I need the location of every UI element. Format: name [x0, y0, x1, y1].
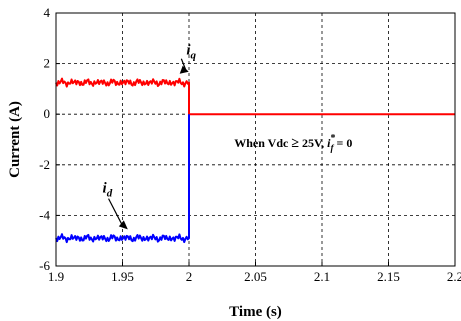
condition-sub: f [331, 143, 335, 153]
id-arrow-line [108, 198, 123, 225]
x-axis-label: Time (s) [229, 304, 282, 320]
series-line-id [55, 114, 190, 244]
x-tick-label: 1.95 [111, 269, 134, 284]
x-tick-label: 2.1 [314, 269, 330, 284]
x-tick-label: 2.05 [244, 269, 267, 284]
y-tick-label: -2 [39, 157, 50, 172]
condition-ge: ≥ [291, 136, 299, 151]
y-tick-label: 4 [44, 5, 51, 20]
id-label-base: i [103, 181, 108, 197]
condition-prefix: When Vdc [234, 136, 291, 150]
x-tick-label: 2.15 [377, 269, 400, 284]
id-annotation: id [103, 181, 128, 230]
y-tick-label: 2 [44, 56, 51, 71]
iq-arrow-line [180, 58, 187, 70]
condition-mid: 25V, [299, 136, 327, 150]
id-label: id [103, 181, 113, 200]
tick-labels: 1.9 1.95 2 2.05 2.1 2.15 2.2 -6 -4 -2 0 2 4 [39, 5, 461, 284]
series-lines [55, 77, 455, 244]
series-line-iq [55, 77, 455, 116]
iq-arrow-head [179, 65, 189, 74]
y-tick-label: -6 [39, 258, 50, 273]
x-tick-label: 1.9 [48, 269, 64, 284]
iq-label-base: i [186, 43, 191, 59]
condition-var: i [327, 136, 331, 150]
x-tick-label: 2.2 [447, 269, 461, 284]
y-tick-label: -4 [39, 207, 50, 222]
y-tick-label: 0 [44, 106, 51, 121]
iq-label: iq [186, 43, 196, 62]
id-arrow-head [118, 220, 128, 230]
condition-sup: * [331, 133, 336, 144]
y-axis-label: Current (A) [7, 101, 23, 178]
condition-annotation: When Vdc ≥ 25V, i* f = 0 [234, 133, 352, 153]
iq-annotation: iq [179, 43, 197, 74]
id-label-sub: d [107, 188, 113, 200]
condition-suffix: = 0 [334, 136, 353, 150]
x-tick-label: 2 [186, 269, 193, 284]
iq-label-sub: q [191, 50, 197, 62]
